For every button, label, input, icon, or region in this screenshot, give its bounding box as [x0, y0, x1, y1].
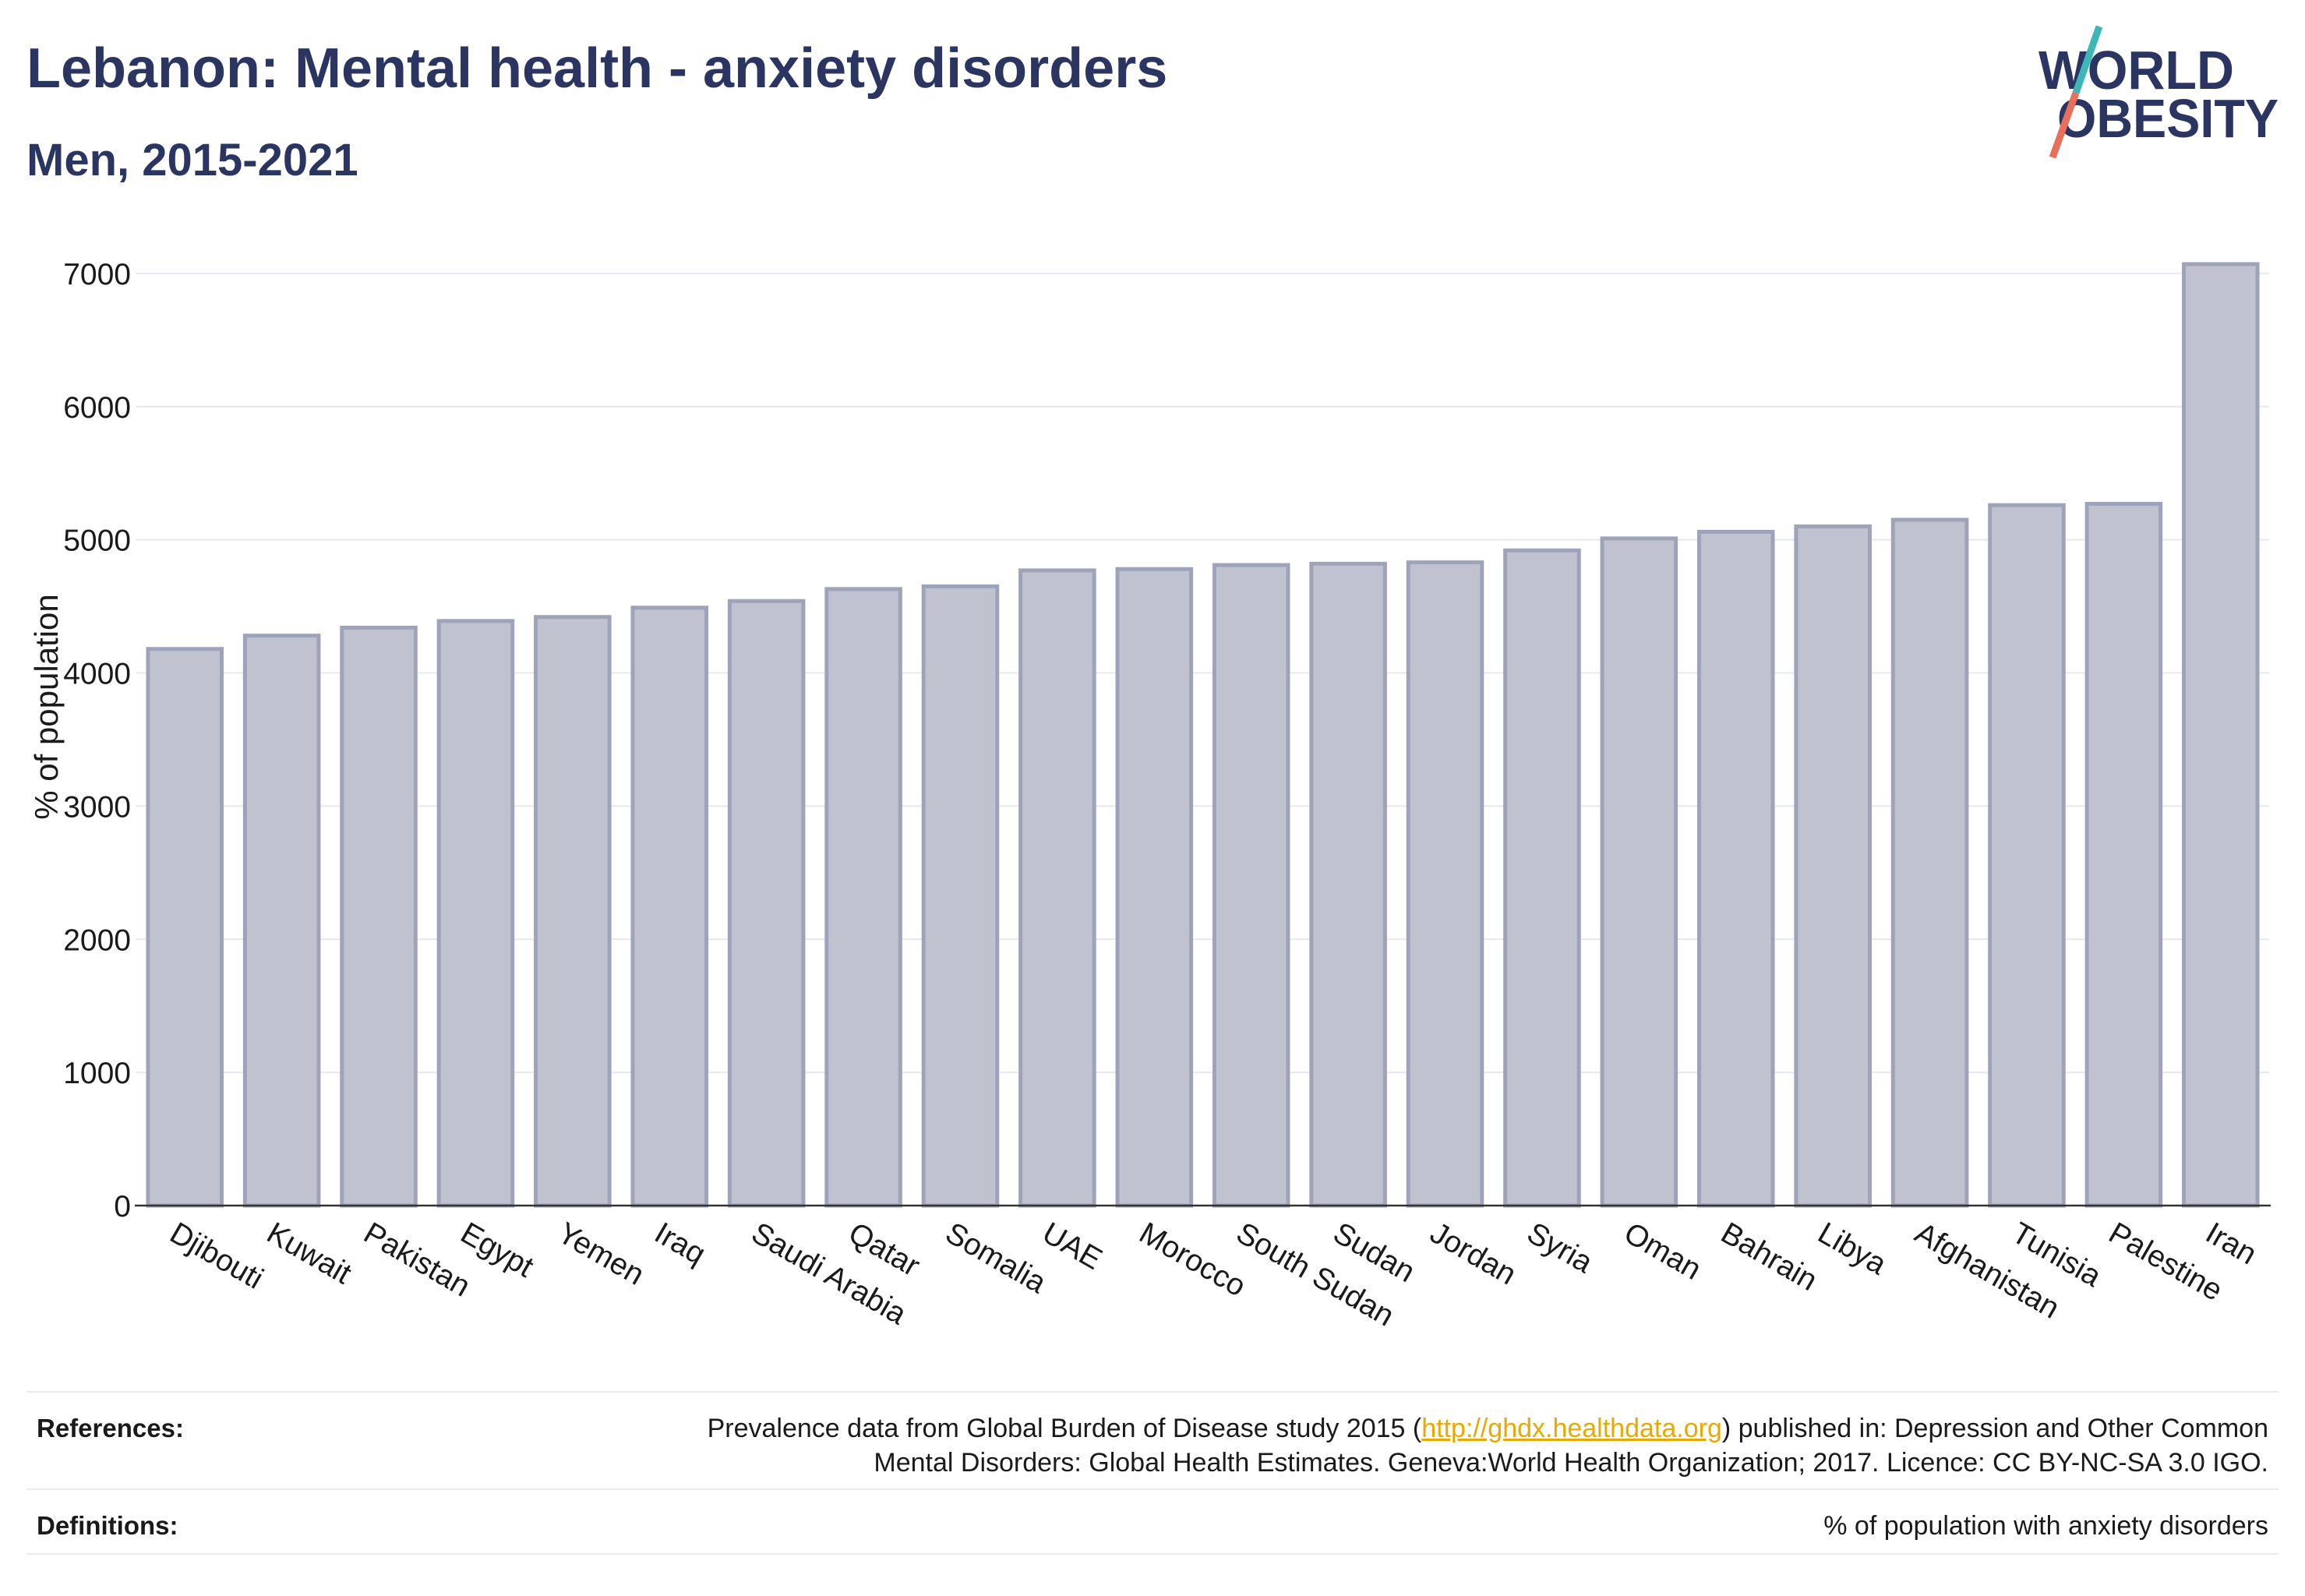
- footer-divider-middle: [26, 1488, 2279, 1490]
- world-obesity-logo: WORLD OBESITY: [2038, 25, 2279, 159]
- y-tick-label: 1000: [63, 1057, 131, 1090]
- y-tick-label: 7000: [63, 258, 131, 291]
- bar-oman: [1600, 536, 1678, 1208]
- x-tick-label-pakistan: Pakistan: [358, 1216, 476, 1304]
- x-tick-label-uae: UAE: [1036, 1216, 1107, 1276]
- logo-slash-teal: [2072, 25, 2103, 94]
- logo-line-world: WORLD: [2038, 40, 2234, 101]
- bars: [146, 262, 2260, 1208]
- bar-jordan: [1406, 560, 1484, 1208]
- x-tick-label-kuwait: Kuwait: [261, 1216, 357, 1291]
- bar-afghanistan: [1890, 517, 1969, 1208]
- x-tick-label-iraq: Iraq: [649, 1216, 711, 1272]
- bar-djibouti: [146, 647, 224, 1208]
- y-tick-label: 2000: [63, 923, 131, 957]
- bar-libya: [1794, 524, 1872, 1208]
- footer-divider-top: [26, 1391, 2279, 1393]
- bar-kuwait: [242, 634, 321, 1208]
- x-tick-label-somalia: Somalia: [940, 1216, 1052, 1301]
- references-line-2: Mental Disorders: Global Health Estimate…: [874, 1448, 2268, 1478]
- bar-syria: [1503, 548, 1581, 1208]
- references-text: Prevalence data from Global Burden of Di…: [708, 1411, 2268, 1480]
- bar-sudan: [1309, 561, 1387, 1208]
- bar-tunisia: [1988, 503, 2066, 1208]
- bar-uae: [1018, 568, 1096, 1208]
- logo-line-obesity: OBESITY: [2057, 88, 2279, 149]
- x-tick-label-oman: Oman: [1618, 1216, 1707, 1287]
- bar-bahrain: [1696, 529, 1775, 1208]
- y-tick-label: 4000: [63, 658, 131, 691]
- bar-south-sudan: [1212, 563, 1290, 1208]
- footer-divider-bottom: [26, 1553, 2279, 1555]
- page-subtitle: Men, 2015-2021: [26, 135, 358, 185]
- x-tick-label-jordan: Jordan: [1424, 1216, 1522, 1292]
- definitions-label: Definitions:: [37, 1511, 178, 1540]
- definitions-text: % of population with anxiety disorders: [1823, 1511, 2268, 1541]
- references-label: References:: [37, 1414, 184, 1442]
- x-tick-label-bahrain: Bahrain: [1715, 1216, 1823, 1298]
- bar-iraq: [630, 606, 709, 1208]
- references-text-part-2: ) published in: Depression and Other Com…: [1721, 1414, 2268, 1443]
- y-tick-label: 5000: [63, 524, 131, 558]
- bar-iran: [2182, 262, 2260, 1208]
- x-tick-label-syria: Syria: [1521, 1216, 1598, 1280]
- x-tick-label-djibouti: Djibouti: [164, 1216, 269, 1296]
- bar-somalia: [921, 584, 1000, 1208]
- bar-chart: 0 1000 2000 3000 4000 5000 6000 7000 DjiboutiKuw…: [28, 258, 2271, 1333]
- page-title: Lebanon: Mental health - anxiety disorde…: [26, 37, 1168, 100]
- y-tick-label: 3000: [63, 790, 131, 824]
- bar-yemen: [534, 615, 612, 1208]
- x-tick-label-yemen: Yemen: [552, 1216, 649, 1292]
- references-link[interactable]: http://ghdx.healthdata.org: [1421, 1414, 1722, 1443]
- y-axis-title: % of population: [28, 594, 65, 820]
- bar-palestine: [2084, 502, 2163, 1208]
- bar-saudi-arabia: [727, 598, 806, 1208]
- x-tick-label-libya: Libya: [1813, 1216, 1893, 1282]
- y-tick-label: 0: [114, 1190, 131, 1223]
- bar-morocco: [1115, 567, 1194, 1208]
- bar-egypt: [436, 619, 515, 1208]
- bar-qatar: [824, 587, 902, 1208]
- x-tick-label-morocco: Morocco: [1134, 1216, 1251, 1304]
- logo-slash-salmon: [2049, 91, 2080, 159]
- references-text-part-1: Prevalence data from Global Burden of Di…: [707, 1414, 1422, 1443]
- y-tick-label: 6000: [63, 391, 131, 425]
- bar-pakistan: [340, 625, 418, 1208]
- references-line-1: Prevalence data from Global Burden of Di…: [708, 1411, 2268, 1446]
- x-tick-label-iran: Iran: [2200, 1216, 2262, 1272]
